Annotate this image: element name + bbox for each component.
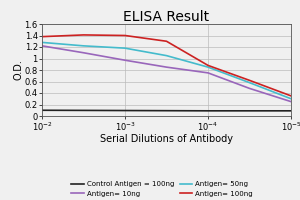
Antigen= 100ng [289, 95, 293, 97]
Y-axis label: O.D.: O.D. [13, 60, 23, 80]
Line: Control Antigen = 100ng: Control Antigen = 100ng [42, 110, 291, 111]
Title: ELISA Result: ELISA Result [123, 10, 210, 24]
Line: Antigen= 100ng: Antigen= 100ng [42, 35, 291, 96]
Control Antigen = 100ng [40, 109, 44, 111]
Line: Antigen= 10ng: Antigen= 10ng [42, 46, 291, 102]
Antigen= 50ng [165, 54, 168, 57]
Antigen= 50ng [206, 66, 210, 68]
Antigen= 50ng [40, 41, 44, 44]
Line: Antigen= 50ng: Antigen= 50ng [42, 42, 291, 99]
Antigen= 50ng [123, 47, 127, 49]
Antigen= 50ng [82, 45, 85, 47]
Control Antigen = 100ng [289, 110, 293, 112]
Antigen= 10ng [40, 45, 44, 47]
Antigen= 10ng [289, 100, 293, 103]
Antigen= 100ng [165, 40, 168, 42]
Antigen= 100ng [248, 79, 251, 82]
Antigen= 10ng [165, 66, 168, 68]
Antigen= 100ng [82, 34, 85, 36]
Antigen= 100ng [123, 34, 127, 37]
Antigen= 10ng [123, 59, 127, 61]
Legend: Control Antigen = 100ng, Antigen= 10ng, Antigen= 50ng, Antigen= 100ng: Control Antigen = 100ng, Antigen= 10ng, … [71, 181, 253, 197]
Antigen= 10ng [206, 72, 210, 74]
Control Antigen = 100ng [123, 109, 127, 112]
Antigen= 10ng [82, 52, 85, 54]
Antigen= 100ng [40, 35, 44, 38]
X-axis label: Serial Dilutions of Antibody: Serial Dilutions of Antibody [100, 134, 233, 144]
Antigen= 100ng [206, 64, 210, 67]
Control Antigen = 100ng [206, 110, 210, 112]
Antigen= 10ng [248, 87, 251, 90]
Antigen= 50ng [289, 98, 293, 100]
Antigen= 50ng [248, 81, 251, 84]
